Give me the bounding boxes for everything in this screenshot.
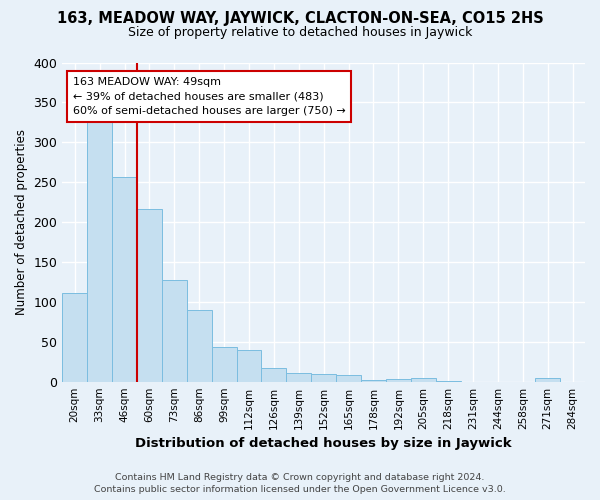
Bar — [436, 381, 461, 382]
Text: Size of property relative to detached houses in Jaywick: Size of property relative to detached ho… — [128, 26, 472, 39]
X-axis label: Distribution of detached houses by size in Jaywick: Distribution of detached houses by size … — [136, 437, 512, 450]
Bar — [311, 374, 336, 382]
Bar — [112, 178, 137, 382]
Bar — [386, 380, 411, 382]
Text: 163 MEADOW WAY: 49sqm
← 39% of detached houses are smaller (483)
60% of semi-det: 163 MEADOW WAY: 49sqm ← 39% of detached … — [73, 77, 346, 116]
Bar — [162, 280, 187, 382]
Y-axis label: Number of detached properties: Number of detached properties — [15, 129, 28, 315]
Bar — [411, 378, 436, 382]
Text: 163, MEADOW WAY, JAYWICK, CLACTON-ON-SEA, CO15 2HS: 163, MEADOW WAY, JAYWICK, CLACTON-ON-SEA… — [56, 11, 544, 26]
Bar — [62, 293, 87, 382]
Bar — [361, 380, 386, 382]
Bar — [212, 346, 236, 382]
Bar — [87, 120, 112, 382]
Bar — [286, 373, 311, 382]
Text: Contains HM Land Registry data © Crown copyright and database right 2024.
Contai: Contains HM Land Registry data © Crown c… — [94, 472, 506, 494]
Bar — [262, 368, 286, 382]
Bar — [187, 310, 212, 382]
Bar — [236, 350, 262, 382]
Bar — [535, 378, 560, 382]
Bar — [137, 210, 162, 382]
Bar — [336, 376, 361, 382]
